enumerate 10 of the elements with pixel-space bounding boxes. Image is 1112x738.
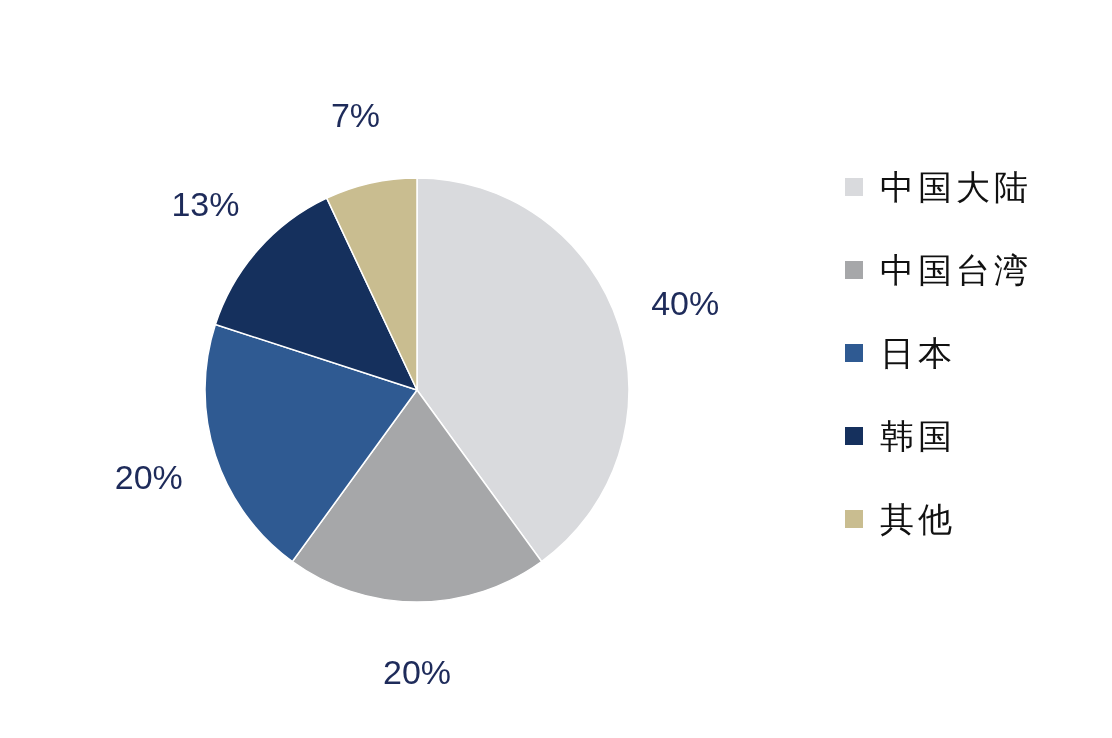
legend-label: 中国台湾 [880,251,1032,289]
legend-label: 日本 [880,334,956,372]
legend-label: 中国大陆 [880,168,1032,206]
legend-label: 其他 [880,500,956,538]
data-label: 20% [382,653,452,691]
data-label: 13% [171,184,240,223]
data-label: 7% [330,95,381,134]
data-label: 40% [651,283,720,322]
data-label: 20% [114,458,183,497]
legend-label: 韩国 [880,417,956,455]
